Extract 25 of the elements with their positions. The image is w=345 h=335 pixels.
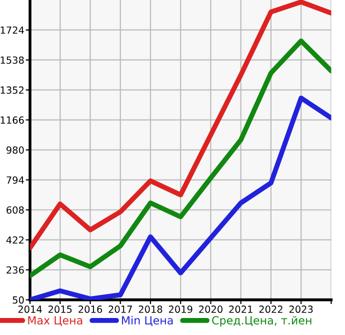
x-tick-label: 2023 — [289, 306, 313, 313]
x-tick-label: 2021 — [229, 306, 252, 313]
y-tick-label: 1166 — [0, 116, 24, 124]
line-series — [30, 0, 332, 250]
x-tick-label: 2015 — [48, 306, 72, 313]
legend-label: Сред.Цена, т.йен — [212, 316, 312, 327]
line-series — [30, 38, 332, 278]
y-tick-label: 980 — [6, 146, 24, 154]
legend-label: Max Цена — [28, 316, 82, 326]
y-tick-label: 1352 — [0, 86, 24, 94]
x-tick-label: 2016 — [78, 306, 102, 313]
x-tick-label: 2020 — [199, 306, 222, 313]
x-tick-label: 2017 — [108, 306, 132, 313]
x-tick-label: 2022 — [259, 306, 282, 313]
y-tick-label: 1538 — [0, 56, 24, 64]
y-tick-label: 794 — [6, 176, 24, 184]
x-tick-label: 2018 — [138, 306, 162, 313]
x-tick-label: 2019 — [168, 306, 192, 313]
legend-label: Min Цена — [122, 316, 173, 326]
x-tick-label: 2014 — [18, 306, 42, 313]
y-tick-label: 50 — [12, 296, 24, 304]
y-tick-label: 236 — [6, 266, 24, 274]
y-tick-label: 422 — [6, 236, 24, 244]
y-tick-label: 608 — [6, 206, 24, 214]
y-tick-label: 1724 — [0, 26, 24, 34]
